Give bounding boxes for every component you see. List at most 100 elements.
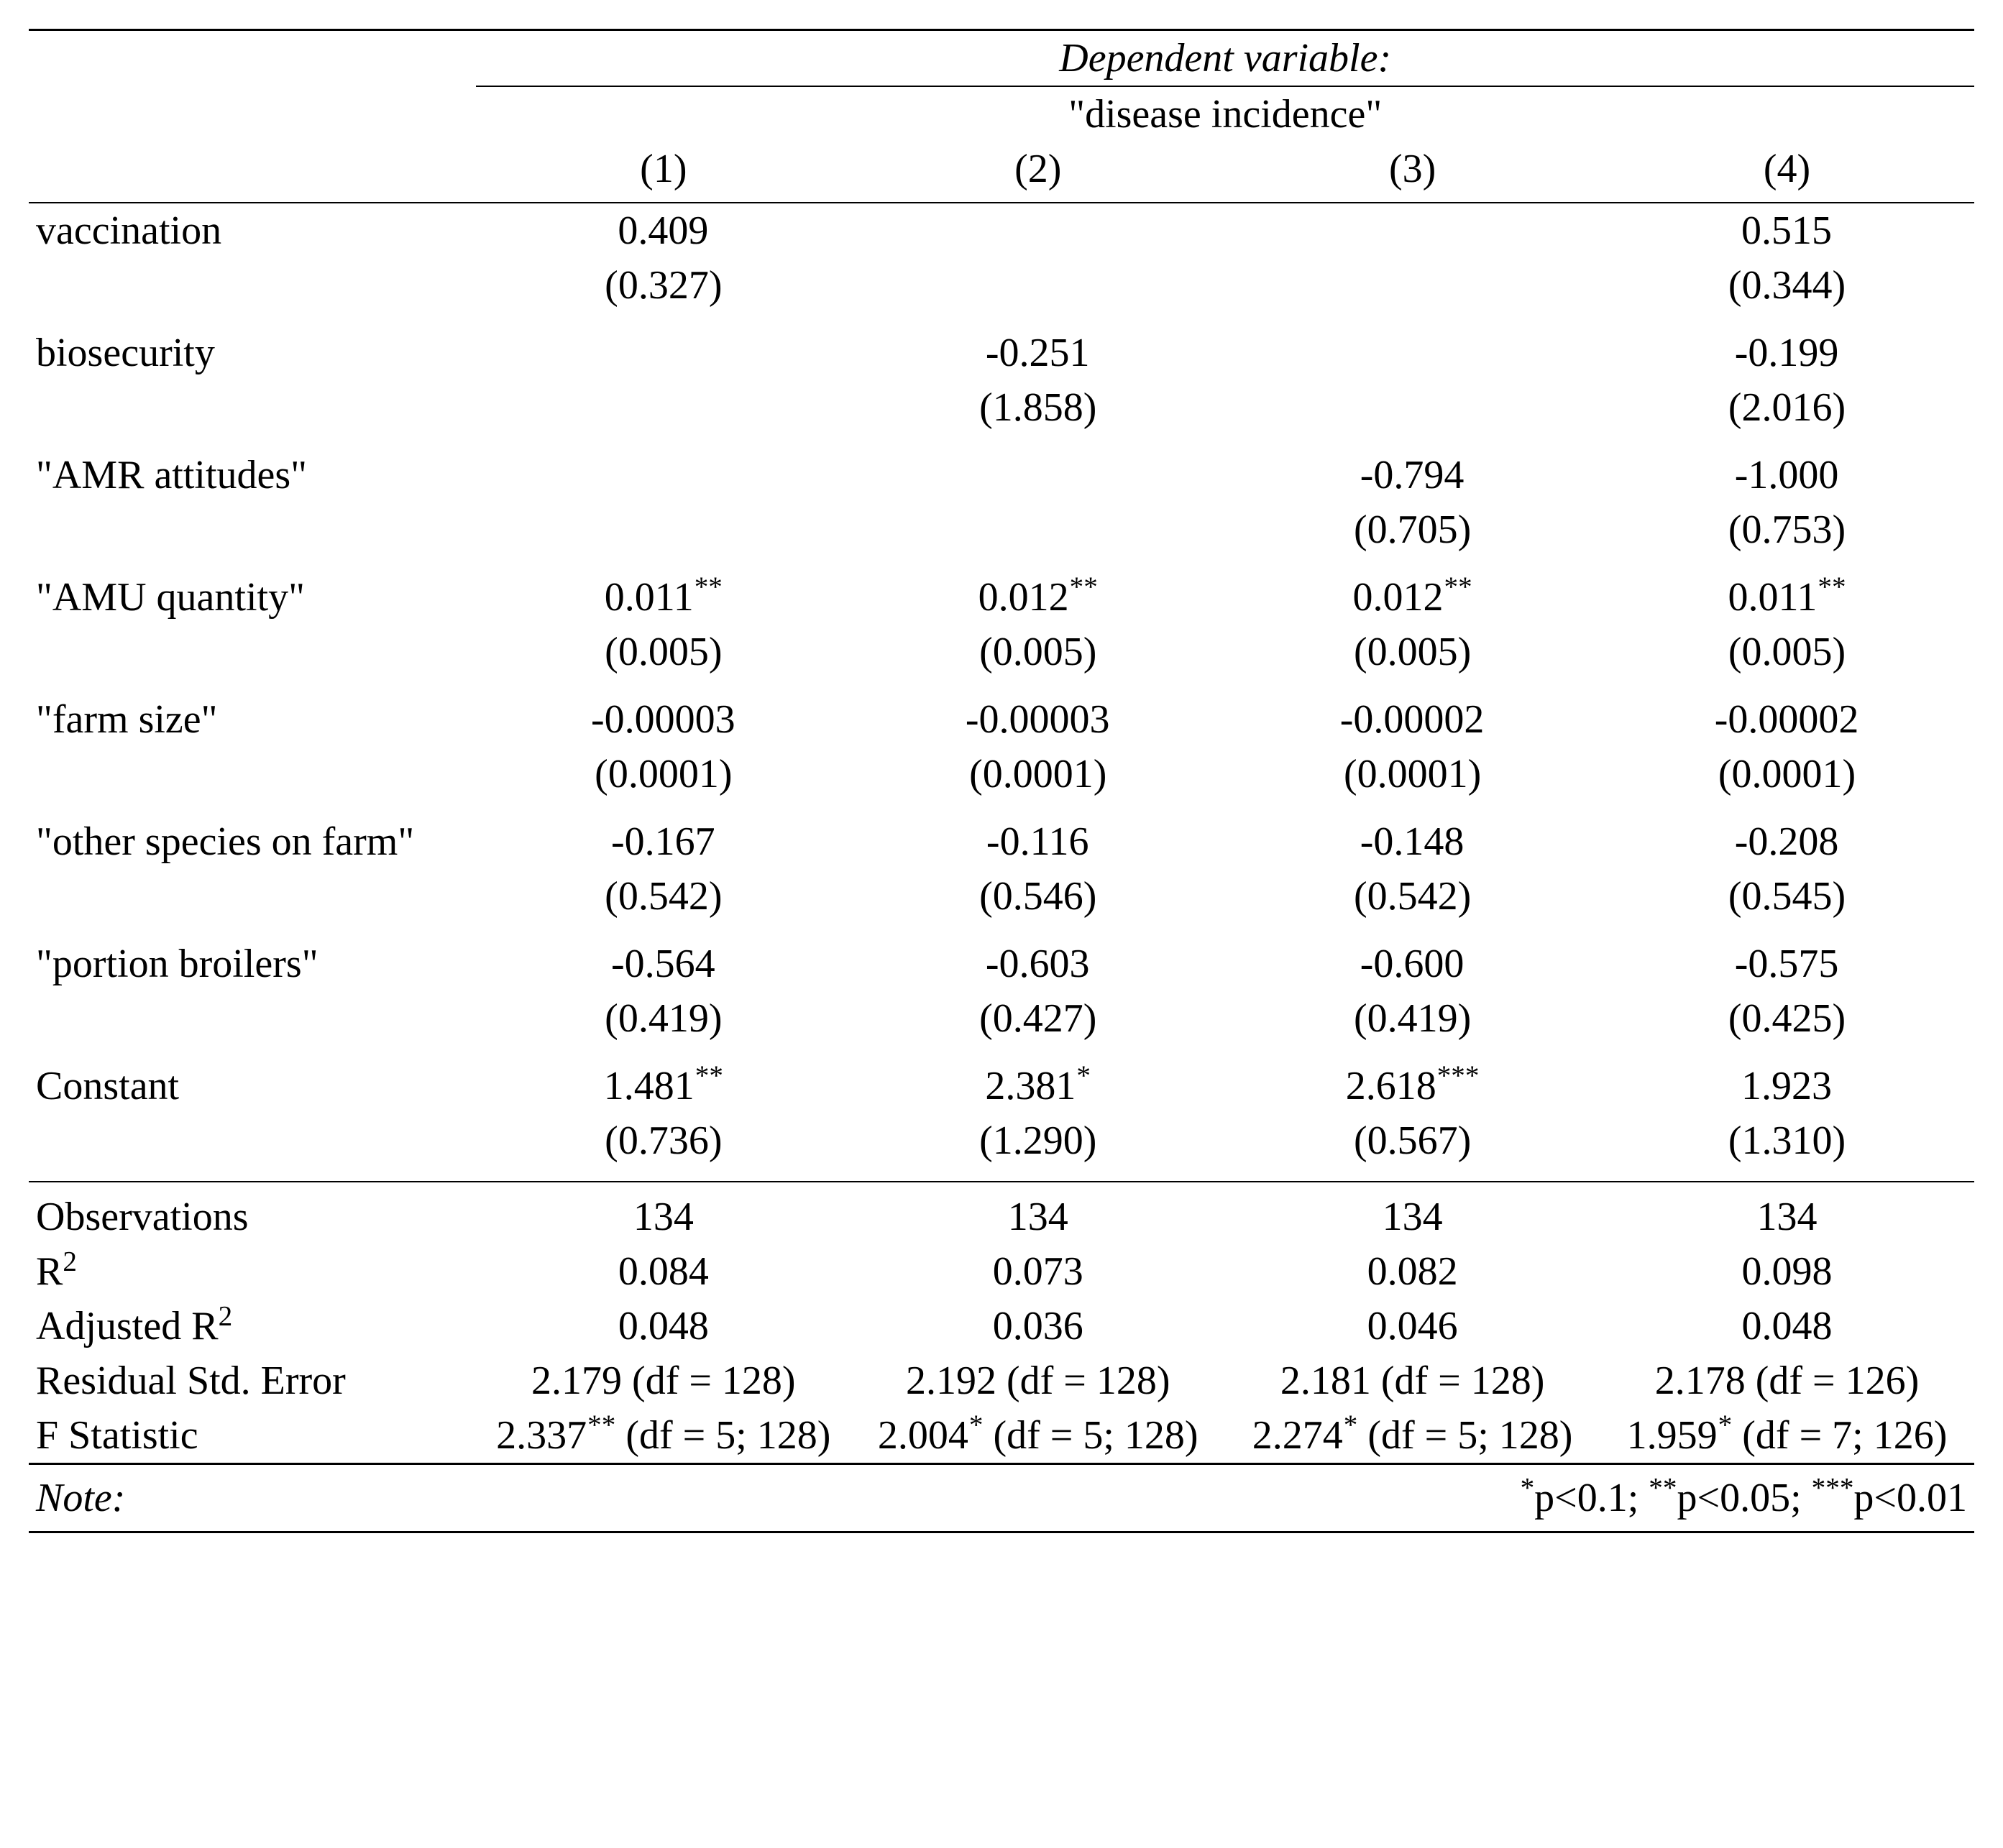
row-amr-attitudes-coef: "AMR attitudes" -0.794 -1.000 (29, 448, 1974, 502)
dependent-variable-name: "disease incidence" (476, 86, 1974, 142)
coef-cell (476, 448, 851, 502)
coef-cell: -0.00002 (1600, 692, 1974, 747)
row-label: vaccination (29, 203, 476, 258)
row-label: Constant (29, 1059, 476, 1113)
stat-cell: 2.181 (df = 128) (1225, 1353, 1600, 1408)
se-cell (1225, 258, 1600, 326)
stat-cell: 2.274* (df = 5; 128) (1225, 1408, 1600, 1464)
row-amu-quantity-se: (0.005) (0.005) (0.005) (0.005) (29, 625, 1974, 692)
coef-cell: -0.00003 (476, 692, 851, 747)
coef-cell (851, 203, 1225, 258)
stat-cell: 0.098 (1600, 1244, 1974, 1299)
row-note: Note: *p<0.1; **p<0.05; ***p<0.01 (29, 1464, 1974, 1532)
row-r2: R2 0.084 0.073 0.082 0.098 (29, 1244, 1974, 1299)
row-farm-size-coef: "farm size" -0.00003 -0.00003 -0.00002 -… (29, 692, 1974, 747)
coef-cell: -1.000 (1600, 448, 1974, 502)
stat-cell: 2.178 (df = 126) (1600, 1353, 1974, 1408)
row-biosecurity-coef: biosecurity -0.251 -0.199 (29, 326, 1974, 380)
se-cell: (0.567) (1225, 1113, 1600, 1182)
se-cell (1225, 380, 1600, 448)
stat-cell: 2.179 (df = 128) (476, 1353, 851, 1408)
row-other-species-se: (0.542) (0.546) (0.542) (0.545) (29, 869, 1974, 937)
se-cell (851, 258, 1225, 326)
note-label: Note: (29, 1464, 476, 1532)
coef-cell: -0.199 (1600, 326, 1974, 380)
coef-cell (1225, 203, 1600, 258)
row-other-species-coef: "other species on farm" -0.167 -0.116 -0… (29, 814, 1974, 869)
se-cell: (0.542) (1225, 869, 1600, 937)
coef-cell: 0.409 (476, 203, 851, 258)
se-cell: (0.327) (476, 258, 851, 326)
row-portion-broilers-se: (0.419) (0.427) (0.419) (0.425) (29, 991, 1974, 1059)
row-label: "other species on farm" (29, 814, 476, 869)
stat-cell: 0.048 (476, 1299, 851, 1353)
se-cell: (0.0001) (1600, 747, 1974, 814)
coef-cell: -0.251 (851, 326, 1225, 380)
se-cell: (0.0001) (851, 747, 1225, 814)
se-cell: (0.753) (1600, 502, 1974, 570)
coef-cell: 0.515 (1600, 203, 1974, 258)
stat-label: Observations (29, 1182, 476, 1244)
stat-label: Residual Std. Error (29, 1353, 476, 1408)
regression-table-container: Dependent variable: "disease incidence" … (29, 29, 1974, 1533)
note-significance: *p<0.1; **p<0.05; ***p<0.01 (476, 1464, 1974, 1532)
se-cell: (1.858) (851, 380, 1225, 448)
model-col-3: (3) (1225, 142, 1600, 203)
row-fstat: F Statistic 2.337** (df = 5; 128) 2.004*… (29, 1408, 1974, 1464)
se-cell: (0.005) (476, 625, 851, 692)
stat-cell: 134 (476, 1182, 851, 1244)
stat-cell: 0.036 (851, 1299, 1225, 1353)
row-biosecurity-se: (1.858) (2.016) (29, 380, 1974, 448)
row-observations: Observations 134 134 134 134 (29, 1182, 1974, 1244)
se-cell: (0.419) (1225, 991, 1600, 1059)
stat-cell: 0.048 (1600, 1299, 1974, 1353)
coef-cell: -0.575 (1600, 937, 1974, 991)
model-col-2: (2) (851, 142, 1225, 203)
se-cell: (0.545) (1600, 869, 1974, 937)
coef-cell: -0.603 (851, 937, 1225, 991)
header-depvar-row: Dependent variable: (29, 30, 1974, 87)
coef-cell: 2.381* (851, 1059, 1225, 1113)
row-vaccination-se: (0.327) (0.344) (29, 258, 1974, 326)
se-cell: (0.736) (476, 1113, 851, 1182)
coef-cell: 0.011** (1600, 570, 1974, 625)
row-constant-coef: Constant 1.481** 2.381* 2.618*** 1.923 (29, 1059, 1974, 1113)
se-cell: (0.0001) (1225, 747, 1600, 814)
stat-cell: 2.337** (df = 5; 128) (476, 1408, 851, 1464)
coef-cell: -0.148 (1225, 814, 1600, 869)
stat-cell: 0.046 (1225, 1299, 1600, 1353)
row-label: "AMR attitudes" (29, 448, 476, 502)
row-label: "AMU quantity" (29, 570, 476, 625)
dependent-variable-label: Dependent variable: (476, 30, 1974, 87)
coef-cell (851, 448, 1225, 502)
coef-cell: 1.481** (476, 1059, 851, 1113)
coef-cell: 0.011** (476, 570, 851, 625)
coef-cell: -0.00003 (851, 692, 1225, 747)
row-constant-se: (0.736) (1.290) (0.567) (1.310) (29, 1113, 1974, 1182)
stat-cell: 0.082 (1225, 1244, 1600, 1299)
stat-label: Adjusted R2 (29, 1299, 476, 1353)
se-cell: (1.290) (851, 1113, 1225, 1182)
row-vaccination-coef: vaccination 0.409 0.515 (29, 203, 1974, 258)
stat-cell: 2.004* (df = 5; 128) (851, 1408, 1225, 1464)
row-label: "portion broilers" (29, 937, 476, 991)
row-amr-attitudes-se: (0.705) (0.753) (29, 502, 1974, 570)
coef-cell: 1.923 (1600, 1059, 1974, 1113)
header-depvar-name-row: "disease incidence" (29, 86, 1974, 142)
model-col-4: (4) (1600, 142, 1974, 203)
row-farm-size-se: (0.0001) (0.0001) (0.0001) (0.0001) (29, 747, 1974, 814)
row-label: biosecurity (29, 326, 476, 380)
coef-cell: 2.618*** (1225, 1059, 1600, 1113)
se-cell: (0.705) (1225, 502, 1600, 570)
coef-cell: -0.794 (1225, 448, 1600, 502)
se-cell: (0.005) (1225, 625, 1600, 692)
se-cell: (0.425) (1600, 991, 1974, 1059)
se-cell: (0.427) (851, 991, 1225, 1059)
coef-cell (1225, 326, 1600, 380)
coef-cell: -0.600 (1225, 937, 1600, 991)
se-cell (476, 380, 851, 448)
stat-cell: 2.192 (df = 128) (851, 1353, 1225, 1408)
regression-table: Dependent variable: "disease incidence" … (29, 29, 1974, 1533)
header-model-row: (1) (2) (3) (4) (29, 142, 1974, 203)
se-cell: (0.005) (1600, 625, 1974, 692)
